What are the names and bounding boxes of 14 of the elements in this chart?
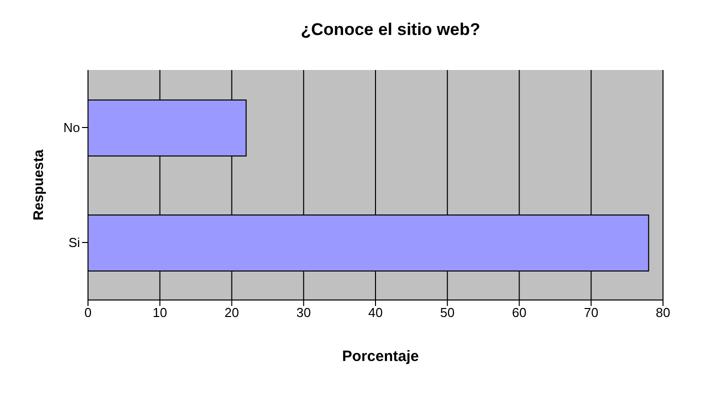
x-tick-label: 40 xyxy=(368,305,383,320)
x-tick-label: 60 xyxy=(512,305,526,320)
x-tick-label: 50 xyxy=(440,305,455,320)
x-tick-label: 0 xyxy=(84,305,92,320)
x-tick-label: 70 xyxy=(584,305,598,320)
x-tick-label: 80 xyxy=(656,305,670,320)
y-tick-label: Si xyxy=(68,235,80,250)
y-tick-label: No xyxy=(63,120,80,136)
y-axis-title: Respuesta xyxy=(30,149,46,220)
x-axis-title: Porcentaje xyxy=(341,348,420,365)
chart-title: ¿Conoce el sitio web? xyxy=(300,19,482,40)
x-tick-label: 10 xyxy=(152,305,168,320)
x-tick-label: 20 xyxy=(224,305,239,320)
x-tick-label: 30 xyxy=(296,305,311,320)
